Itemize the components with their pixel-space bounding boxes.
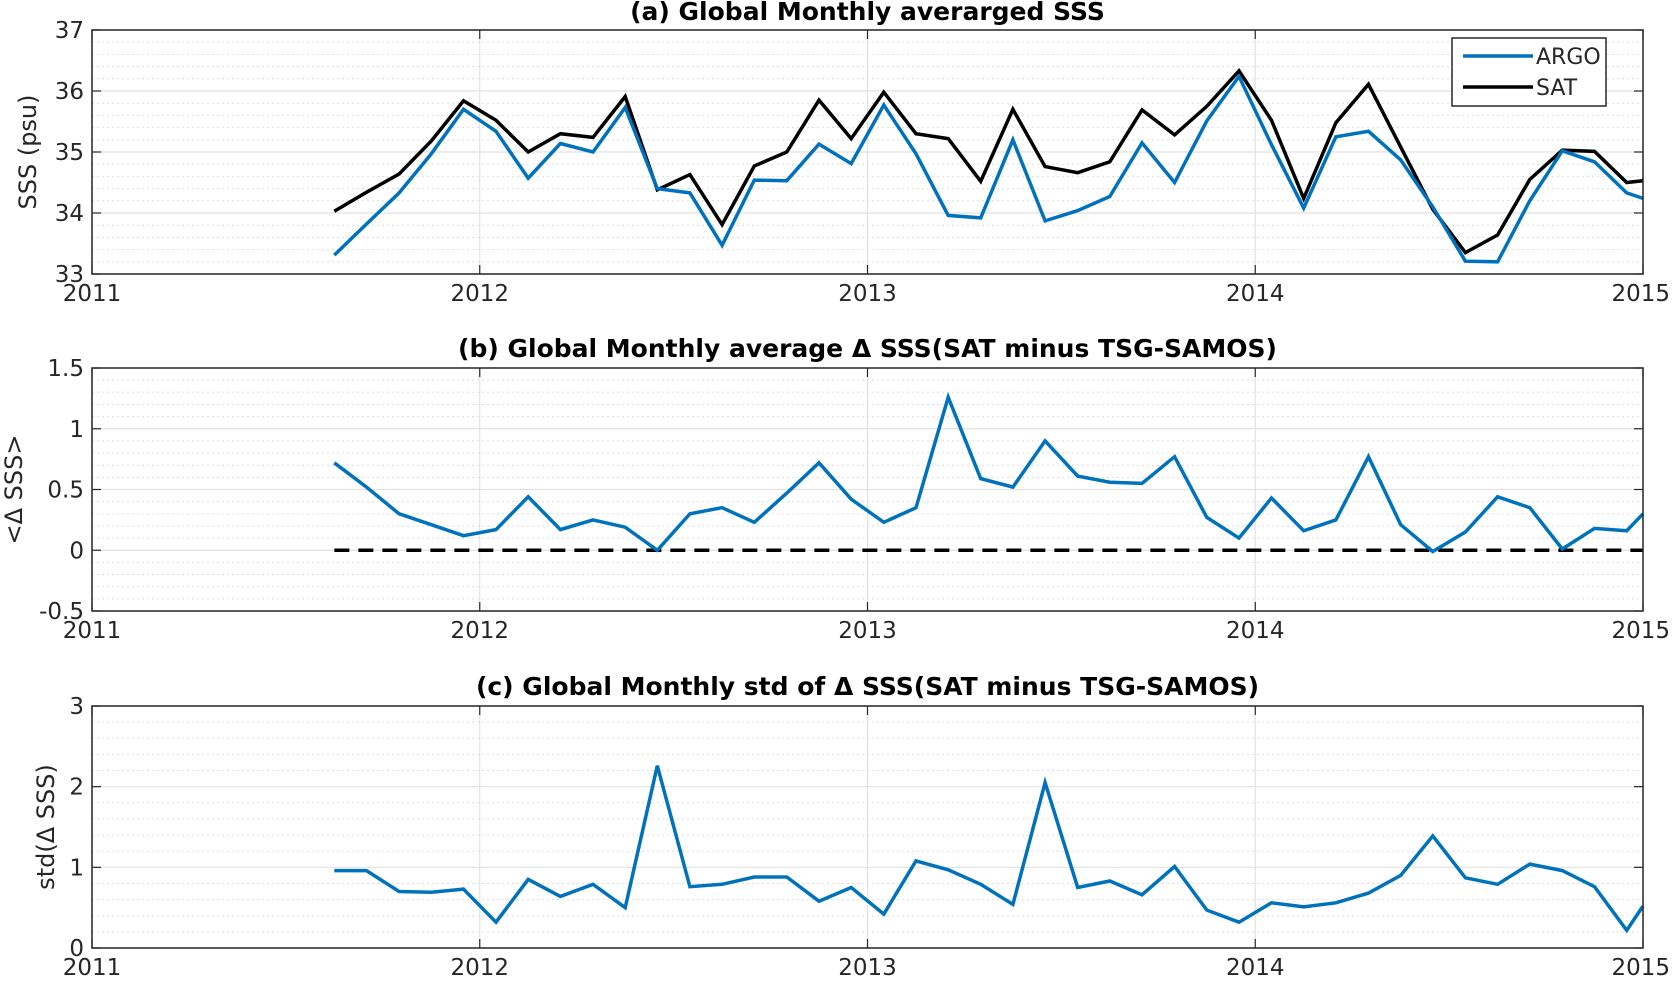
delta-sss-series-line bbox=[333, 391, 1645, 554]
x-tick-label: 2012 bbox=[450, 955, 509, 981]
y-tick-label: -0.5 bbox=[39, 599, 84, 625]
y-tick-label: 36 bbox=[55, 79, 84, 105]
y-tick-label: 35 bbox=[55, 140, 84, 166]
panel-b-title: (b) Global Monthly average Δ SSS(SAT min… bbox=[458, 334, 1277, 363]
x-tick-label: 2015 bbox=[1611, 281, 1670, 307]
y-tick-label: 37 bbox=[55, 18, 84, 44]
x-tick-label: 2014 bbox=[1226, 955, 1285, 981]
x-tick-label: 2012 bbox=[450, 281, 509, 307]
legend: ARGO SAT bbox=[1451, 37, 1607, 107]
x-tick-label: 2014 bbox=[1226, 281, 1285, 307]
y-tick-label: 33 bbox=[55, 262, 84, 288]
y-tick-label: 1 bbox=[69, 855, 84, 881]
y-tick-label: 1 bbox=[69, 417, 84, 443]
y-tick-label: 0.5 bbox=[47, 478, 84, 504]
x-tick-label: 2011 bbox=[63, 281, 122, 307]
panel-c-title: (c) Global Monthly std of Δ SSS(SAT minu… bbox=[476, 672, 1259, 701]
delta-sss-series-line bbox=[334, 765, 1645, 934]
panel-c: (c) Global Monthly std of Δ SSS(SAT minu… bbox=[32, 672, 1670, 981]
x-tick-label: 2015 bbox=[1611, 955, 1670, 981]
x-tick-label: 2014 bbox=[1226, 618, 1285, 644]
x-tick-label: 2013 bbox=[838, 618, 897, 644]
panel-b-ylabel: <Δ SSS> bbox=[0, 435, 28, 545]
legend-box bbox=[1451, 37, 1607, 107]
y-tick-label: 34 bbox=[55, 201, 84, 227]
panel-b: (b) Global Monthly average Δ SSS(SAT min… bbox=[0, 334, 1670, 644]
x-tick-label: 2011 bbox=[63, 618, 122, 644]
panel-a-title: (a) Global Monthly averarged SSS bbox=[630, 0, 1105, 26]
panel-a: (a) Global Monthly averarged SSS SSS (ps… bbox=[14, 0, 1670, 307]
legend-label-sat: SAT bbox=[1536, 76, 1578, 101]
x-tick-label: 2015 bbox=[1611, 618, 1670, 644]
x-tick-label: 2011 bbox=[63, 955, 122, 981]
y-tick-label: 3 bbox=[69, 694, 84, 720]
panel-a-ylabel: SSS (psu) bbox=[14, 94, 42, 209]
y-tick-label: 0 bbox=[69, 538, 84, 564]
legend-label-argo: ARGO bbox=[1536, 45, 1601, 70]
x-tick-label: 2012 bbox=[450, 618, 509, 644]
x-tick-label: 2013 bbox=[838, 955, 897, 981]
panel-c-ylabel: std(Δ SSS) bbox=[32, 764, 60, 890]
y-tick-label: 2 bbox=[69, 775, 84, 801]
x-tick-label: 2013 bbox=[838, 281, 897, 307]
y-tick-label: 1.5 bbox=[47, 356, 84, 382]
y-tick-label: 0 bbox=[69, 936, 84, 962]
argo-series-line bbox=[333, 72, 1644, 264]
